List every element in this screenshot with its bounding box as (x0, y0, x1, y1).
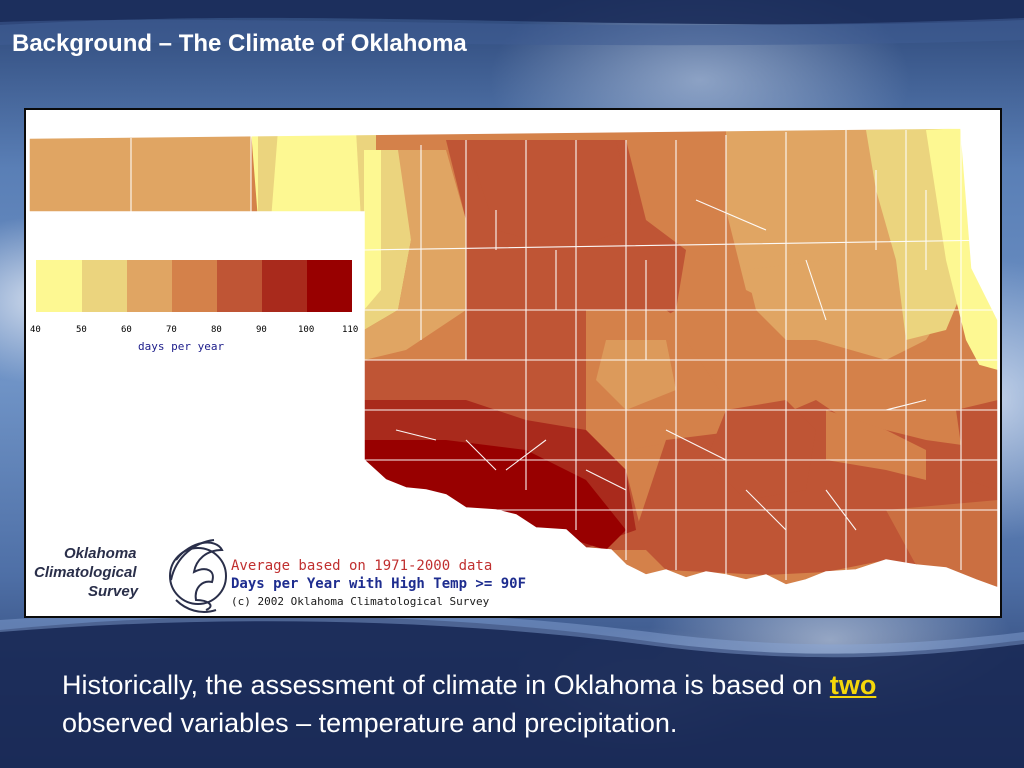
legend-swatch (82, 260, 127, 312)
legend-swatch (217, 260, 262, 312)
legend-tick: 110 (342, 325, 358, 335)
highlight-word: two (829, 670, 877, 700)
ocs-logo: Oklahoma Climatological Survey (34, 539, 227, 613)
oklahoma-heat-map: 40 50 60 70 80 90 100 110 days per year … (28, 127, 999, 613)
logo-line: Oklahoma (64, 545, 137, 562)
legend-swatch (172, 260, 217, 312)
body-text-start: Historically, the assessment of climate … (62, 670, 830, 700)
title-band (0, 0, 1024, 46)
legend-swatch (262, 260, 307, 312)
legend-tick: 60 (121, 325, 132, 335)
slide-title: Background – The Climate of Oklahoma (12, 30, 467, 57)
legend-unit: days per year (138, 340, 224, 353)
legend-tick: 70 (166, 325, 177, 335)
legend-tick: 80 (211, 325, 222, 335)
legend-swatch (36, 260, 82, 312)
state-outline (28, 127, 999, 590)
legend-tick: 40 (30, 325, 41, 335)
bottom-band (0, 610, 1024, 768)
logo-line: Survey (88, 583, 139, 600)
legend-tick: 50 (76, 325, 87, 335)
legend-tick: 100 (298, 325, 314, 335)
logo-line: Climatological (34, 564, 137, 581)
body-text: Historically, the assessment of climate … (62, 666, 962, 742)
legend-swatch (307, 260, 352, 312)
map-legend: 40 50 60 70 80 90 100 110 days per year (30, 260, 358, 353)
credit-line-3: (c) 2002 Oklahoma Climatological Survey (231, 595, 490, 608)
swirl-logo-icon (169, 539, 227, 613)
legend-swatch (127, 260, 172, 312)
map-frame: 40 50 60 70 80 90 100 110 days per year … (24, 108, 1002, 618)
credit-line-1: Average based on 1971-2000 data (231, 558, 492, 574)
credit-line-2: Days per Year with High Temp >= 90F (231, 576, 526, 592)
legend-tick: 90 (256, 325, 267, 335)
body-text-end: observed variables – temperature and pre… (62, 708, 678, 738)
